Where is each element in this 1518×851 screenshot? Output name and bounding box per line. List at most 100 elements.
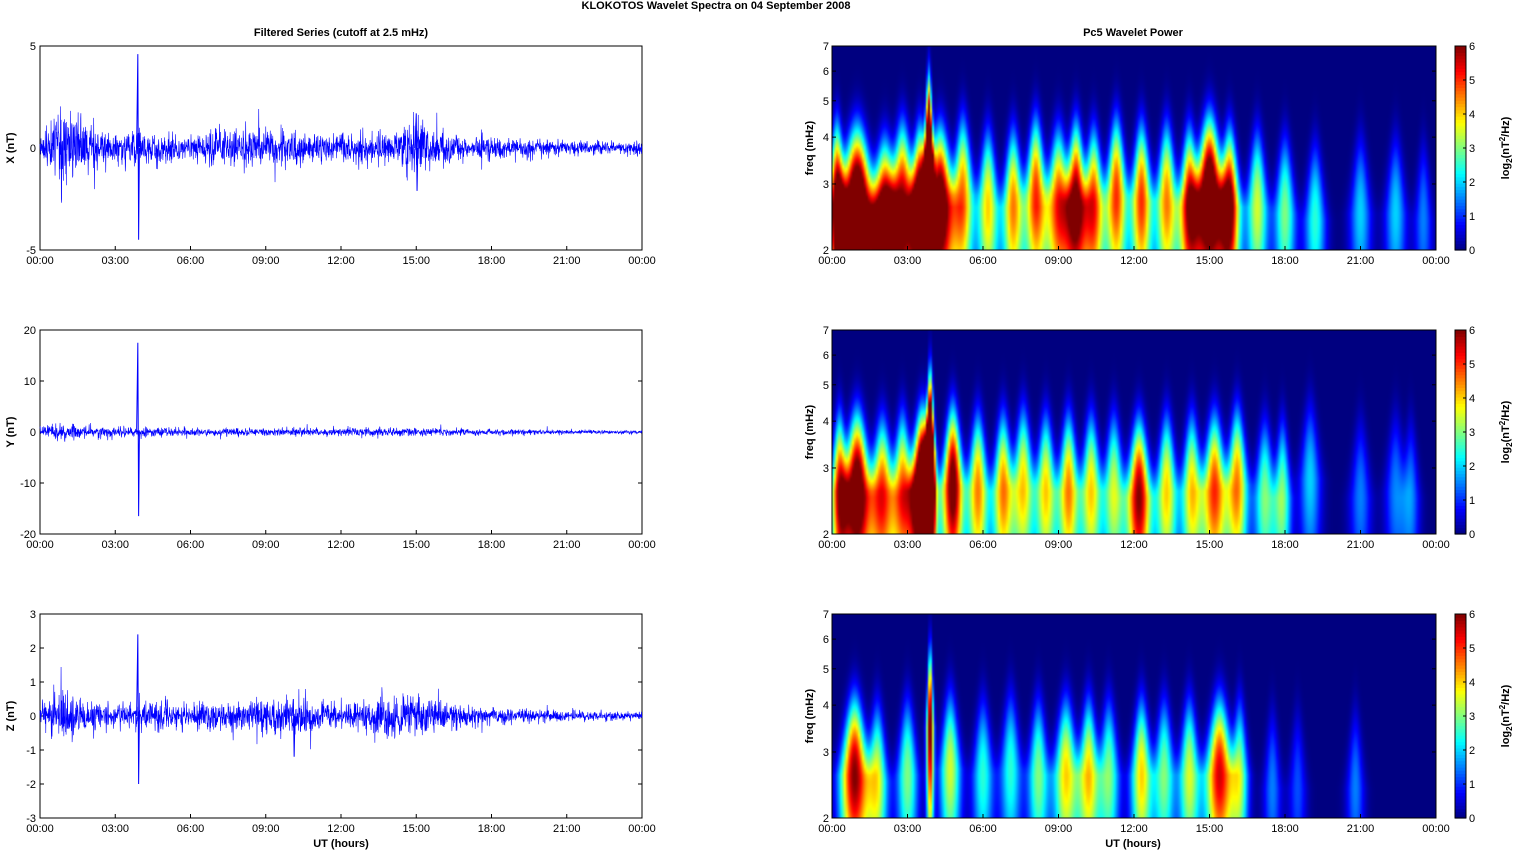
- colorbar-swatch: [1455, 716, 1466, 720]
- colorbar-swatch: [1455, 645, 1466, 650]
- colorbar-swatch: [1455, 333, 1466, 337]
- series-ytick-label: -3: [26, 813, 36, 825]
- series-ylabel: X (nT): [5, 132, 17, 163]
- series-ytick-label: 3: [30, 609, 36, 621]
- colorbar-tick-label: 0: [1469, 529, 1475, 541]
- colorbar-swatch: [1455, 387, 1466, 392]
- colorbar-swatch: [1455, 811, 1466, 816]
- colorbar-swatch: [1455, 773, 1466, 778]
- wavelet-xtick-label: 21:00: [1347, 539, 1375, 551]
- series-trace-Z: [39, 667, 643, 750]
- colorbar-swatch: [1455, 230, 1466, 235]
- colorbar-swatch: [1455, 795, 1466, 800]
- colorbar-swatch: [1455, 741, 1466, 746]
- colorbar-swatch: [1455, 195, 1466, 200]
- colorbar-swatch: [1455, 68, 1466, 73]
- wavelet-xtick-label: 12:00: [1120, 255, 1148, 267]
- series-spike: [414, 113, 419, 191]
- series-ylabel: Z (nT): [5, 700, 17, 731]
- wavelet-xtick-label: 00:00: [1422, 823, 1450, 835]
- colorbar-swatch: [1455, 106, 1466, 111]
- colorbar-swatch: [1455, 208, 1466, 213]
- colorbar-label: log2(nT2/Hz): [1498, 400, 1514, 463]
- series-xtick-label: 00:00: [26, 255, 54, 267]
- colorbar-swatch: [1455, 55, 1466, 60]
- colorbar-swatch: [1455, 636, 1466, 641]
- colorbar-swatch: [1455, 154, 1466, 159]
- wavelet-xtick-label: 15:00: [1196, 255, 1224, 267]
- wavelet-xtick-label: 09:00: [1045, 823, 1073, 835]
- colorbar-swatch: [1455, 483, 1466, 487]
- colorbar-swatch: [1455, 776, 1466, 781]
- colorbar-swatch: [1455, 495, 1466, 500]
- colorbar-swatch: [1455, 649, 1466, 653]
- colorbar-swatch: [1455, 684, 1466, 688]
- series-xtick-label: 09:00: [252, 255, 280, 267]
- colorbar-swatch: [1455, 489, 1466, 494]
- colorbar-swatch: [1455, 192, 1466, 197]
- colorbar-swatch: [1455, 728, 1466, 733]
- colorbar-swatch: [1455, 157, 1466, 162]
- wavelet-xtick-label: 03:00: [894, 255, 922, 267]
- colorbar-swatch: [1455, 400, 1466, 404]
- wavelet-xtick-label: 00:00: [1422, 255, 1450, 267]
- colorbar-swatch: [1455, 719, 1466, 723]
- colorbar-swatch: [1455, 700, 1466, 704]
- colorbar-swatch: [1455, 447, 1466, 452]
- colorbar-swatch: [1455, 205, 1466, 210]
- colorbar-swatch: [1455, 74, 1466, 79]
- colorbar-swatch: [1455, 470, 1466, 475]
- colorbar-swatch: [1455, 674, 1466, 679]
- colorbar-swatch: [1455, 46, 1466, 50]
- colorbar-swatch: [1455, 365, 1466, 369]
- right-column-title: Pc5 Wavelet Power: [1083, 27, 1184, 39]
- colorbar-swatch: [1455, 486, 1466, 490]
- colorbar-swatch: [1455, 361, 1466, 366]
- colorbar-swatch: [1455, 135, 1466, 140]
- colorbar-swatch: [1455, 179, 1466, 184]
- series-spike: [291, 698, 296, 757]
- colorbar-swatch: [1455, 760, 1466, 765]
- colorbar-swatch: [1455, 243, 1466, 248]
- wavelet-ytick-label: 2: [823, 529, 829, 541]
- colorbar-tick-label: 5: [1469, 359, 1475, 371]
- colorbar-Z: 6 5 4 3 2 1 0 log2(nT2/Hz): [1454, 609, 1514, 825]
- wavelet-ytick-label: 2: [823, 245, 829, 257]
- series-panel-X: 50-500:00 03:00 06:00 09:00 12:00 15:00 18:00 2…: [5, 41, 656, 267]
- colorbar-swatch: [1455, 384, 1466, 388]
- series-xtick-label: 18:00: [478, 255, 506, 267]
- colorbar-swatch: [1455, 428, 1466, 433]
- colorbar-swatch: [1455, 234, 1466, 238]
- series-spike: [136, 54, 140, 240]
- wavelet-xtick-label: 09:00: [1045, 539, 1073, 551]
- colorbar-tick-label: 3: [1469, 711, 1475, 723]
- colorbar-swatch: [1455, 530, 1466, 535]
- colorbar-swatch: [1455, 703, 1466, 708]
- colorbar-swatch: [1455, 706, 1466, 711]
- colorbar-swatch: [1455, 144, 1466, 149]
- wavelet-ylabel: freq (mHz): [804, 404, 816, 459]
- colorbar-swatch: [1455, 214, 1466, 219]
- colorbar-swatch: [1455, 521, 1466, 526]
- wavelet-ylabel: freq (mHz): [804, 688, 816, 743]
- colorbar-swatch: [1455, 422, 1466, 427]
- colorbar-Y: 6 5 4 3 2 1 0 log2(nT2/Hz): [1454, 325, 1514, 541]
- colorbar-swatch: [1455, 690, 1466, 695]
- wavelet-ytick-label: 3: [823, 747, 829, 759]
- wavelet-ytick-label: 3: [823, 463, 829, 475]
- colorbar-swatch: [1455, 757, 1466, 762]
- colorbar-swatch: [1455, 693, 1466, 698]
- colorbar-tick-label: 4: [1469, 109, 1475, 121]
- colorbar-tick-label: 4: [1469, 393, 1475, 405]
- colorbar-swatch: [1455, 103, 1466, 108]
- series-xtick-label: 09:00: [252, 539, 280, 551]
- colorbar-swatch: [1455, 119, 1466, 124]
- wavelet-ytick-label: 6: [823, 634, 829, 646]
- colorbar-swatch: [1455, 709, 1466, 714]
- colorbar-swatch: [1455, 393, 1466, 398]
- colorbar-tick-label: 3: [1469, 427, 1475, 439]
- series-xtick-label: 12:00: [327, 823, 355, 835]
- wavelet-ytick-label: 5: [823, 380, 829, 392]
- colorbar-swatch: [1455, 160, 1466, 165]
